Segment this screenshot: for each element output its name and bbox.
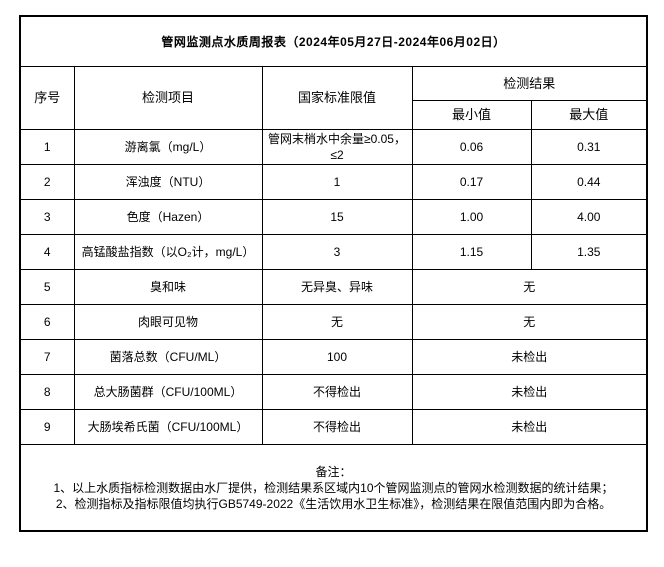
table-row: 1 游离氯（mg/L） 管网末梢水中余量≥0.05，≤2 0.06 0.31 <box>19 129 648 165</box>
cell-no: 2 <box>19 164 75 200</box>
table-row: 2 浑浊度（NTU） 1 0.17 0.44 <box>19 164 648 200</box>
header-result: 检测结果 <box>411 66 648 101</box>
notes-label: 备注： <box>315 464 352 479</box>
note-line: 1、以上水质指标检测数据由水厂提供，检测结果系区域内10个管网监测点的管网水检测… <box>53 480 614 495</box>
cell-result: 未检出 <box>411 409 648 445</box>
cell-no: 4 <box>19 234 75 270</box>
cell-item: 色度（Hazen） <box>73 199 263 235</box>
cell-item: 高锰酸盐指数（以O₂计，mg/L） <box>73 234 263 270</box>
header-row-sub: 最小值 最大值 <box>20 100 648 130</box>
cell-min: 0.17 <box>411 164 532 200</box>
cell-min: 0.06 <box>411 129 532 165</box>
cell-limit: 无异臭、异味 <box>261 269 413 305</box>
cell-limit: 1 <box>261 164 413 200</box>
cell-no: 8 <box>19 374 75 410</box>
title-row: 管网监测点水质周报表（2024年05月27日-2024年06月02日） <box>19 15 648 67</box>
cell-item: 臭和味 <box>73 269 263 305</box>
table-row: 7 菌落总数（CFU/ML） 100 未检出 <box>19 339 648 375</box>
table-row: 8 总大肠菌群（CFU/100ML） 不得检出 未检出 <box>19 374 648 410</box>
header-min: 最小值 <box>411 100 532 130</box>
header-limit: 国家标准限值 <box>261 66 413 130</box>
water-quality-report-table: 管网监测点水质周报表（2024年05月27日-2024年06月02日） 序号 检… <box>19 15 649 532</box>
cell-result: 未检出 <box>411 339 648 375</box>
notes: 备注： 1、以上水质指标检测数据由水厂提供，检测结果系区域内10个管网监测点的管… <box>19 444 648 532</box>
table-row: 3 色度（Hazen） 15 1.00 4.00 <box>19 199 648 235</box>
cell-max: 0.44 <box>530 164 648 200</box>
cell-item: 肉眼可见物 <box>73 304 263 340</box>
cell-max: 1.35 <box>530 234 648 270</box>
cell-min: 1.15 <box>411 234 532 270</box>
report-title: 管网监测点水质周报表（2024年05月27日-2024年06月02日） <box>19 15 648 67</box>
cell-item: 菌落总数（CFU/ML） <box>73 339 263 375</box>
cell-result: 无 <box>411 269 648 305</box>
cell-limit: 100 <box>261 339 413 375</box>
cell-min: 1.00 <box>411 199 532 235</box>
cell-no: 3 <box>19 199 75 235</box>
header-item: 检测项目 <box>73 66 263 130</box>
table-row: 4 高锰酸盐指数（以O₂计，mg/L） 3 1.15 1.35 <box>19 234 648 270</box>
header-no: 序号 <box>19 66 75 130</box>
cell-result: 未检出 <box>411 374 648 410</box>
header-max: 最大值 <box>530 100 648 130</box>
header-row-top: 序号 检测项目 国家标准限值 检测结果 <box>19 66 648 130</box>
cell-result: 无 <box>411 304 648 340</box>
cell-item: 浑浊度（NTU） <box>73 164 263 200</box>
cell-item: 游离氯（mg/L） <box>73 129 263 165</box>
cell-no: 6 <box>19 304 75 340</box>
cell-max: 4.00 <box>530 199 648 235</box>
cell-no: 5 <box>19 269 75 305</box>
cell-no: 9 <box>19 409 75 445</box>
table-row: 9 大肠埃希氏菌（CFU/100ML） 不得检出 未检出 <box>19 409 648 445</box>
cell-no: 1 <box>19 129 75 165</box>
cell-limit: 无 <box>261 304 413 340</box>
cell-item: 总大肠菌群（CFU/100ML） <box>73 374 263 410</box>
cell-item: 大肠埃希氏菌（CFU/100ML） <box>73 409 263 445</box>
cell-no: 7 <box>19 339 75 375</box>
cell-limit: 不得检出 <box>261 374 413 410</box>
note-line: 2、检测指标及指标限值均执行GB5749-2022《生活饮用水卫生标准》，检测结… <box>55 496 612 511</box>
cell-limit: 3 <box>261 234 413 270</box>
notes-row: 备注： 1、以上水质指标检测数据由水厂提供，检测结果系区域内10个管网监测点的管… <box>19 444 648 532</box>
cell-limit: 不得检出 <box>261 409 413 445</box>
table-row: 6 肉眼可见物 无 无 <box>19 304 648 340</box>
cell-limit: 管网末梢水中余量≥0.05，≤2 <box>261 129 413 165</box>
table-row: 5 臭和味 无异臭、异味 无 <box>19 269 648 305</box>
cell-max: 0.31 <box>530 129 648 165</box>
cell-limit: 15 <box>261 199 413 235</box>
